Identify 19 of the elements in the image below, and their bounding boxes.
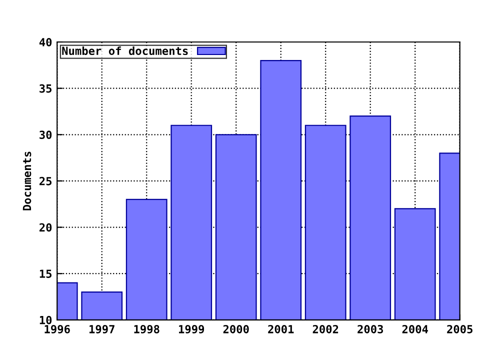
legend-label: Number of documents [62,46,188,56]
y-axis-title: Documents [22,152,32,210]
y-tick-label: 15 [40,270,52,278]
x-tick-label: 1999 [179,325,204,334]
x-tick-label: 1996 [44,324,70,334]
x-tick-label: 1998 [134,324,160,334]
y-tick-label: 25 [40,176,52,186]
x-tick-label: 2001 [268,324,294,334]
x-tick-label: 2004 [402,324,428,334]
y-tick-label: 30 [40,130,52,140]
x-tick-label: 2002 [312,324,338,334]
x-tick-label: 2000 [223,324,249,334]
y-tick-label: 35 [40,84,52,93]
y-tick-label: 20 [40,223,52,232]
y-tick-label: 10 [40,316,52,324]
x-tick-label: 2003 [358,324,384,334]
y-tick-label: 40 [39,38,52,46]
x-tick-label: 1997 [90,325,114,334]
x-tick-label: 2005 [447,324,472,334]
